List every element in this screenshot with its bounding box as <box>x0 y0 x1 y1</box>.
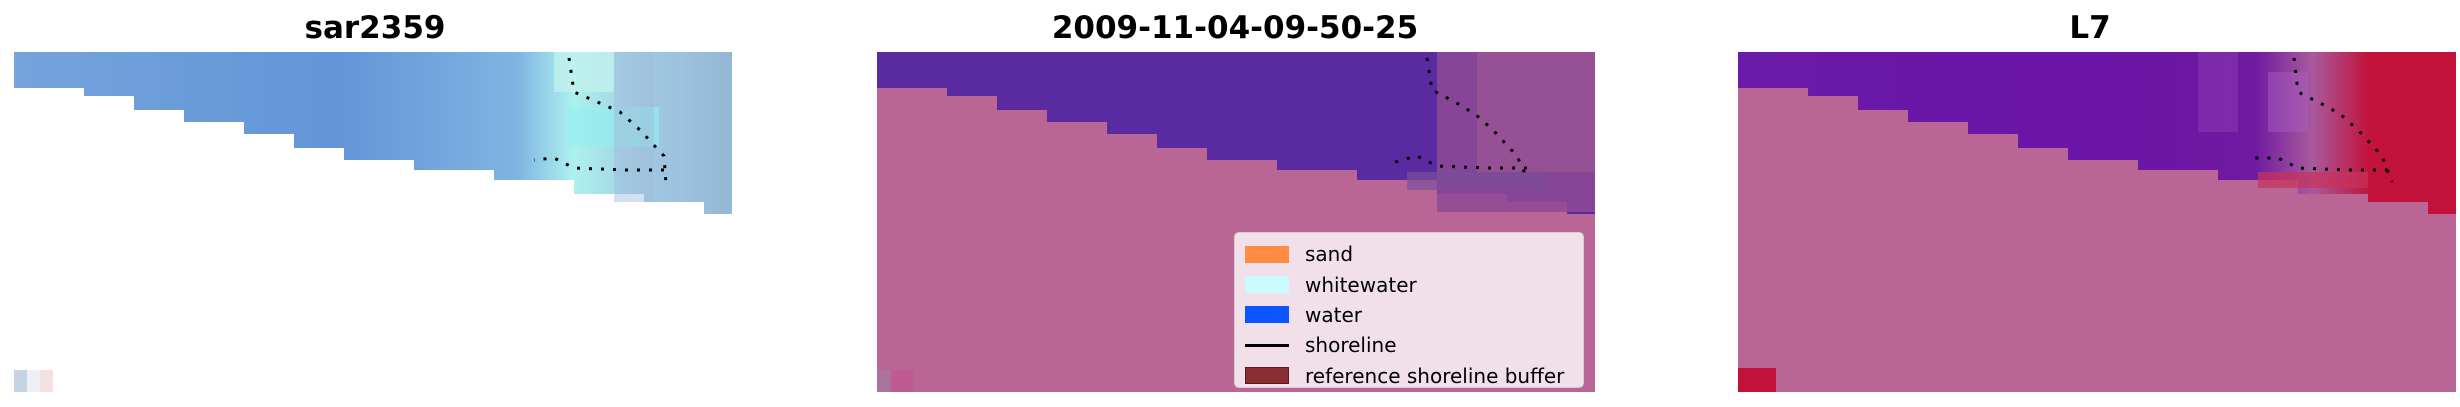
l7-pixel-patch <box>2268 72 2308 132</box>
classification-image <box>877 52 1595 392</box>
legend-item-reference-buffer: reference shoreline buffer <box>1245 361 1573 391</box>
legend-label: sand <box>1305 242 1354 267</box>
sar-corner-pixel <box>40 370 53 392</box>
corner-pixel <box>1738 368 1776 392</box>
legend-label: whitewater <box>1305 272 1417 297</box>
sar-image-plot <box>14 52 732 392</box>
sar-whitewater-patch <box>569 107 659 147</box>
buffer-strip <box>1407 172 1547 190</box>
panel-classification: 2009-11-04-09-50-25 sand whitewater wate… <box>860 0 1610 407</box>
mixed-class-area-2 <box>1477 52 1595 172</box>
legend-item-whitewater: whitewater <box>1245 269 1573 299</box>
shoreline-line <box>2250 57 2394 183</box>
legend-label: reference shoreline buffer <box>1305 363 1565 388</box>
buffer-swatch <box>1245 367 1289 385</box>
l7-buffer-strip <box>2258 172 2368 188</box>
panel-l7: L7 <box>1720 0 2460 407</box>
legend-label: water <box>1305 302 1362 327</box>
shoreline-line <box>1394 57 1529 179</box>
panel-title: sar2359 <box>304 10 446 46</box>
legend-item-sand: sand <box>1245 239 1573 269</box>
legend-item-shoreline: shoreline <box>1245 330 1573 360</box>
l7-plot <box>1738 52 2456 392</box>
legend-label: shoreline <box>1305 333 1397 358</box>
water-swatch <box>1245 306 1289 324</box>
corner-pixel <box>891 370 913 392</box>
shoreline-line <box>533 57 668 185</box>
sar-water-area <box>14 52 732 214</box>
sar-texture-strip <box>614 52 654 202</box>
panel-title: 2009-11-04-09-50-25 <box>1051 10 1419 46</box>
classification-plot <box>877 52 1595 392</box>
sand-swatch <box>1245 245 1289 263</box>
sar-corner-pixel <box>14 370 27 392</box>
l7-pixel-patch <box>2198 52 2238 132</box>
sar-bright-patch <box>554 52 614 92</box>
sar-image <box>14 52 732 392</box>
whitewater-swatch <box>1245 276 1289 294</box>
legend: sand whitewater water shoreline referenc… <box>1234 232 1584 388</box>
sar-corner-pixel <box>27 370 40 392</box>
panel-title: L7 <box>2069 10 2111 46</box>
corner-pixel <box>877 370 891 392</box>
shoreline-swatch <box>1245 343 1289 347</box>
panel-sar2359: sar2359 <box>0 0 750 407</box>
legend-item-water: water <box>1245 300 1573 330</box>
l7-image <box>1738 52 2456 392</box>
